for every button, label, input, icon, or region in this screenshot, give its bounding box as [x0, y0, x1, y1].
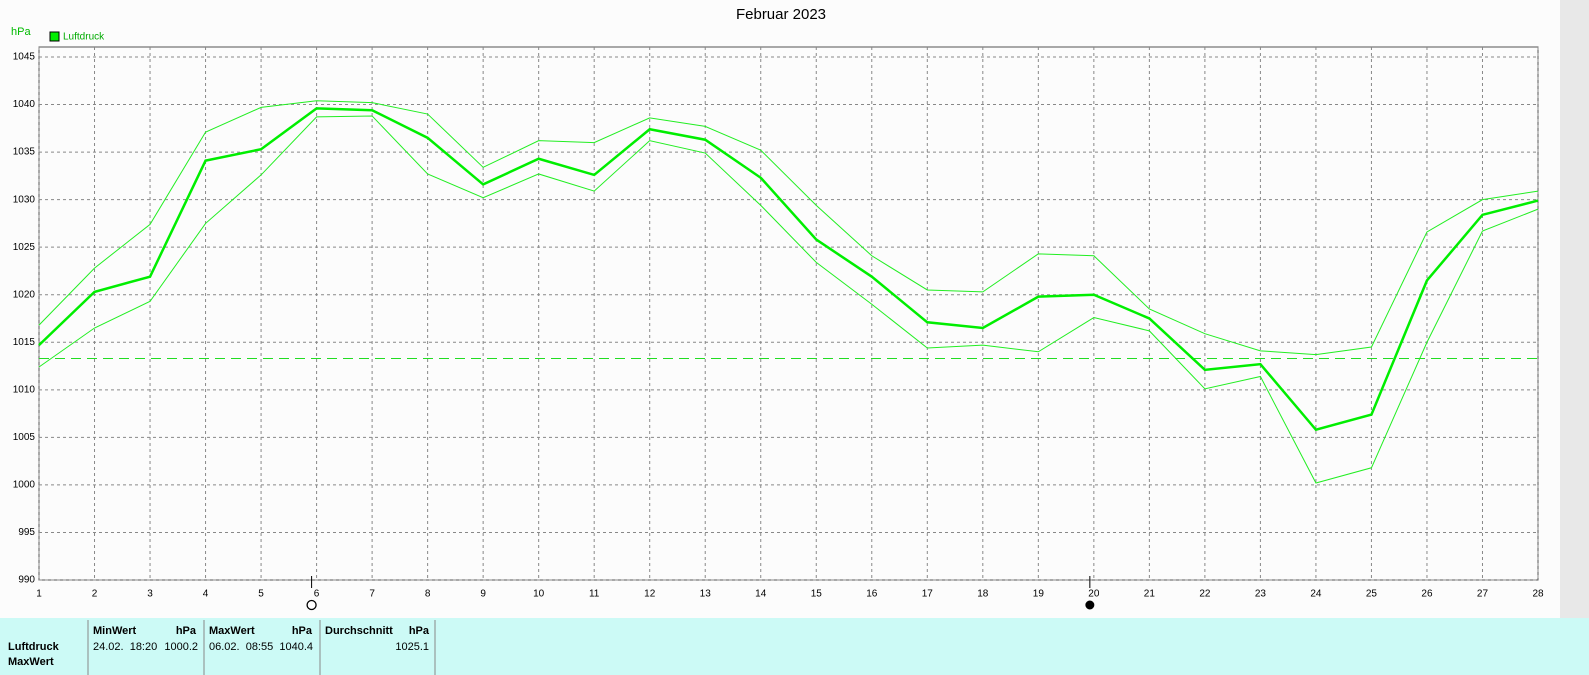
- summary-band: [0, 618, 1589, 675]
- y-tick-label: 1010: [13, 384, 36, 395]
- y-tick-label: 1030: [13, 194, 36, 205]
- x-tick-label: 15: [811, 589, 823, 600]
- x-tick-label: 9: [480, 589, 486, 600]
- legend-swatch: [49, 31, 60, 42]
- series-line: [38, 100, 1539, 356]
- column-header: MaxWert: [209, 625, 255, 637]
- time: 06.02. 08:55: [209, 641, 273, 653]
- time: 24.02. 18:20: [93, 641, 157, 653]
- column-unit: hPa: [409, 625, 430, 637]
- x-tick-label: 8: [425, 589, 431, 600]
- x-tick-label: 21: [1144, 589, 1156, 600]
- y-tick-label: 1025: [13, 242, 36, 253]
- value: 1025.1: [395, 641, 429, 653]
- x-tick-label: 20: [1088, 589, 1100, 600]
- legend-label: Luftdruck: [63, 32, 105, 43]
- x-tick-label: 25: [1366, 589, 1378, 600]
- x-tick-label: 11: [589, 589, 600, 600]
- y-tick-label: 990: [18, 575, 35, 586]
- x-tick-label: 18: [977, 589, 989, 600]
- summary-table: Luftdruck MaxWert MinWert hPa 24.02. 18:…: [8, 620, 436, 675]
- y-tick-label: 1000: [13, 480, 36, 491]
- y-tick-label: 1035: [13, 147, 36, 158]
- column-header: MinWert: [93, 625, 137, 637]
- value: 1040.4: [279, 641, 313, 653]
- side-strip: [1560, 0, 1589, 618]
- x-tick-label: 22: [1199, 589, 1211, 600]
- x-tick-label: 13: [700, 589, 712, 600]
- new-moon: [1085, 600, 1095, 610]
- row-label: Luftdruck: [8, 641, 60, 653]
- x-tick-label: 14: [755, 589, 767, 600]
- y-tick-label: 1040: [13, 99, 36, 110]
- x-tick-label: 27: [1477, 589, 1489, 600]
- y-axis-label: hPa: [11, 26, 31, 38]
- y-tick-label: 1020: [13, 289, 36, 300]
- x-tick-label: 4: [203, 589, 209, 600]
- chart-title: Februar 2023: [736, 6, 826, 23]
- x-tick-label: 1: [36, 589, 42, 600]
- x-tick-label: 6: [314, 589, 320, 600]
- x-tick-label: 19: [1033, 589, 1045, 600]
- y-tick-label: 1005: [13, 432, 36, 443]
- y-tick-label: 995: [18, 527, 35, 538]
- series-line: [38, 115, 1539, 484]
- x-tick-label: 5: [258, 589, 264, 600]
- x-tick-label: 10: [533, 589, 545, 600]
- x-tick-label: 23: [1255, 589, 1267, 600]
- x-tick-label: 16: [866, 589, 878, 600]
- plot-frame: [38, 46, 1539, 581]
- x-tick-label: 24: [1310, 589, 1322, 600]
- x-tick-label: 3: [147, 589, 153, 600]
- series-line: [38, 107, 1539, 432]
- row-label: MaxWert: [8, 656, 54, 668]
- x-tick-label: 2: [92, 589, 98, 600]
- y-tick-label: 1015: [13, 337, 36, 348]
- value: 1000.2: [164, 641, 198, 653]
- y-tick-label: 1045: [13, 52, 36, 63]
- column-unit: hPa: [292, 625, 313, 637]
- column-header: Durchschnitt: [325, 625, 393, 637]
- full-moon: [306, 599, 317, 611]
- x-tick-label: 17: [922, 589, 934, 600]
- column-unit: hPa: [176, 625, 197, 637]
- x-tick-label: 26: [1421, 589, 1433, 600]
- x-tick-label: 12: [644, 589, 656, 600]
- x-tick-label: 7: [369, 589, 375, 600]
- x-tick-label: 28: [1532, 589, 1544, 600]
